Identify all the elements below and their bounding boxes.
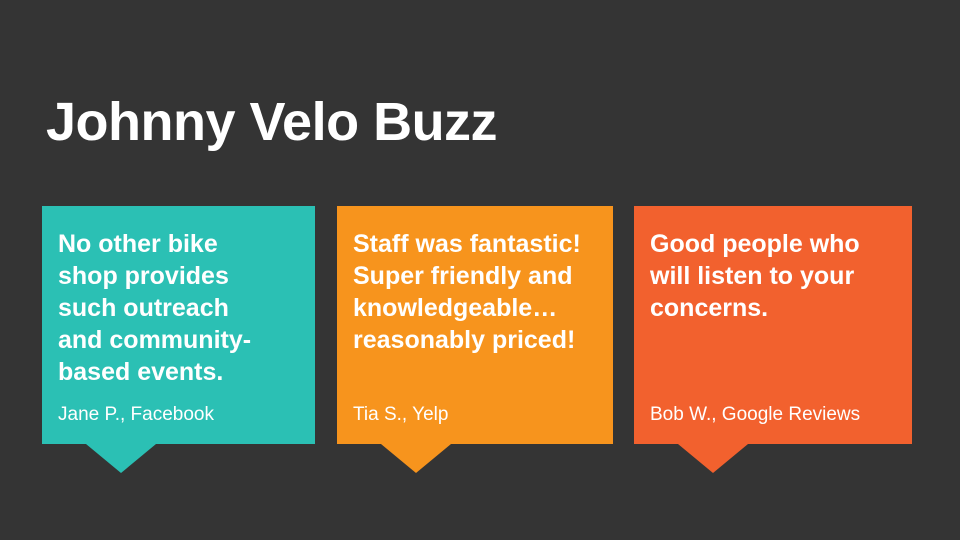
testimonial-quote: Staff was fantastic! Super friendly and …	[353, 230, 581, 354]
testimonial-attribution: Bob W., Google Reviews	[650, 404, 861, 426]
testimonial-attribution: Jane P., Facebook	[58, 404, 214, 426]
testimonial-quote: No other bike shop provides such outreac…	[58, 230, 252, 386]
speech-bubble-tail	[678, 444, 748, 473]
testimonial-attribution: Tia S., Yelp	[353, 404, 449, 426]
slide-title: Johnny Velo Buzz	[46, 92, 498, 152]
speech-bubble-tail	[381, 444, 451, 473]
testimonial-quote: Good people who will listen to your conc…	[650, 230, 860, 322]
testimonial-card-facebook: No other bike shop provides such outreac…	[42, 206, 315, 473]
testimonial-card-google-reviews: Good people who will listen to your conc…	[634, 206, 912, 473]
testimonial-card-yelp: Staff was fantastic! Super friendly and …	[337, 206, 613, 473]
speech-bubble-tail	[86, 444, 156, 473]
